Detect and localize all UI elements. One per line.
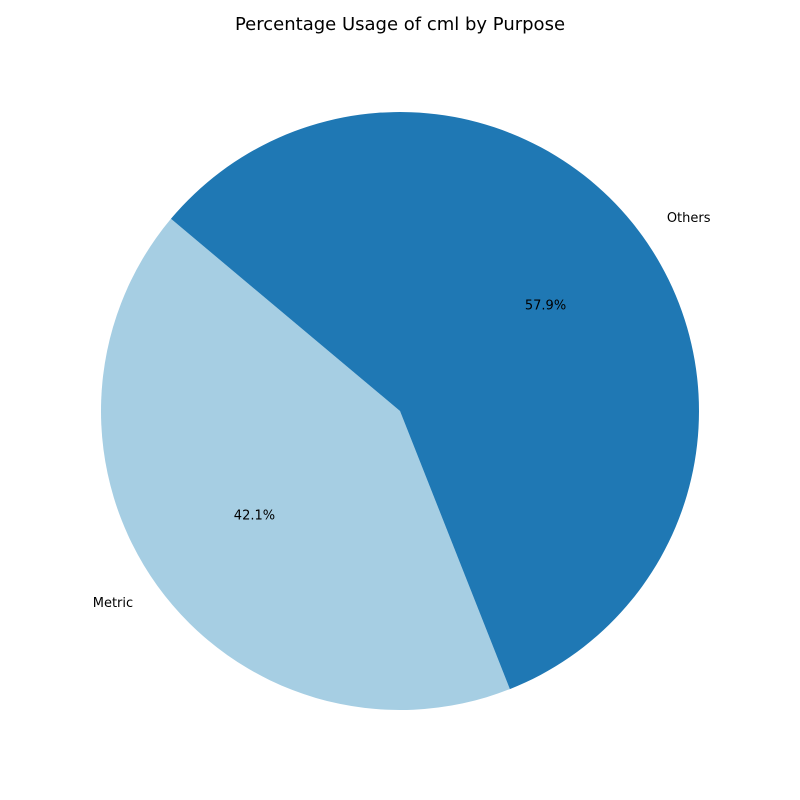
chart-title: Percentage Usage of cml by Purpose (235, 14, 565, 35)
pie-slice-metric (100, 218, 510, 711)
pie-labels: Metric 42.1% Others 57.9% (93, 211, 711, 611)
pie-slices (100, 112, 699, 711)
pie-slice-others (170, 112, 699, 690)
slice-percent-metric: 42.1% (234, 508, 275, 523)
slice-label-metric: Metric (93, 596, 133, 611)
slice-percent-others: 57.9% (525, 299, 566, 314)
slice-label-others: Others (667, 211, 711, 226)
